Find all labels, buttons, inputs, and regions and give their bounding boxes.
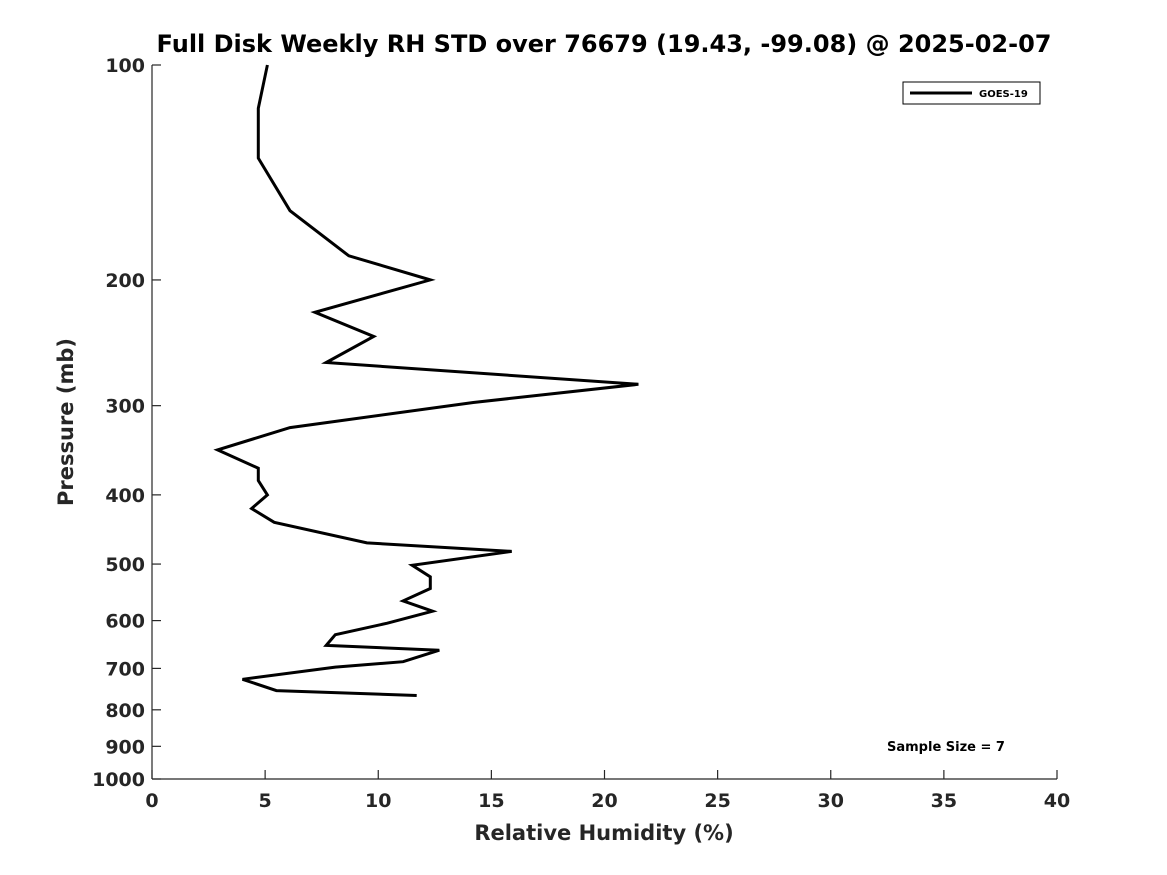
legend-label-goes-19: GOES-19 [979, 89, 1028, 100]
chart-title: Full Disk Weekly RH STD over 76679 (19.4… [157, 30, 1052, 58]
y-axis-ticks: 100 200 300 400 500 600 700 800 900 1000 [92, 55, 161, 791]
x-tick-label: 35 [931, 790, 957, 812]
x-tick-label: 40 [1044, 790, 1070, 812]
x-tick-label: 20 [591, 790, 617, 812]
x-tick-label: 10 [365, 790, 391, 812]
plot-area: 0 5 10 15 20 25 30 35 40 100 200 300 400 500 600 700 80… [92, 55, 1070, 812]
x-tick-label: 15 [478, 790, 504, 812]
series-line-goes-19 [213, 64, 639, 697]
legend: GOES-19 [902, 81, 1041, 105]
y-tick-label: 400 [105, 485, 145, 507]
y-tick-label: 200 [105, 270, 145, 292]
y-tick-label: 100 [105, 55, 145, 77]
x-tick-label: 25 [704, 790, 730, 812]
x-tick-label: 5 [259, 790, 272, 812]
y-tick-label: 500 [105, 554, 145, 576]
y-tick-label: 800 [105, 700, 145, 722]
y-tick-label: 600 [105, 611, 145, 633]
x-axis-label: Relative Humidity (%) [474, 821, 733, 845]
y-axis-label: Pressure (mb) [54, 338, 78, 506]
y-tick-label: 900 [105, 736, 145, 758]
x-axis-ticks: 0 5 10 15 20 25 30 35 40 [145, 770, 1070, 812]
sample-size-annotation: Sample Size = 7 [887, 740, 1005, 755]
y-tick-label: 1000 [92, 769, 145, 791]
y-tick-label: 700 [105, 658, 145, 680]
y-tick-label: 300 [105, 396, 145, 418]
x-tick-label: 0 [145, 790, 158, 812]
x-tick-label: 30 [818, 790, 844, 812]
